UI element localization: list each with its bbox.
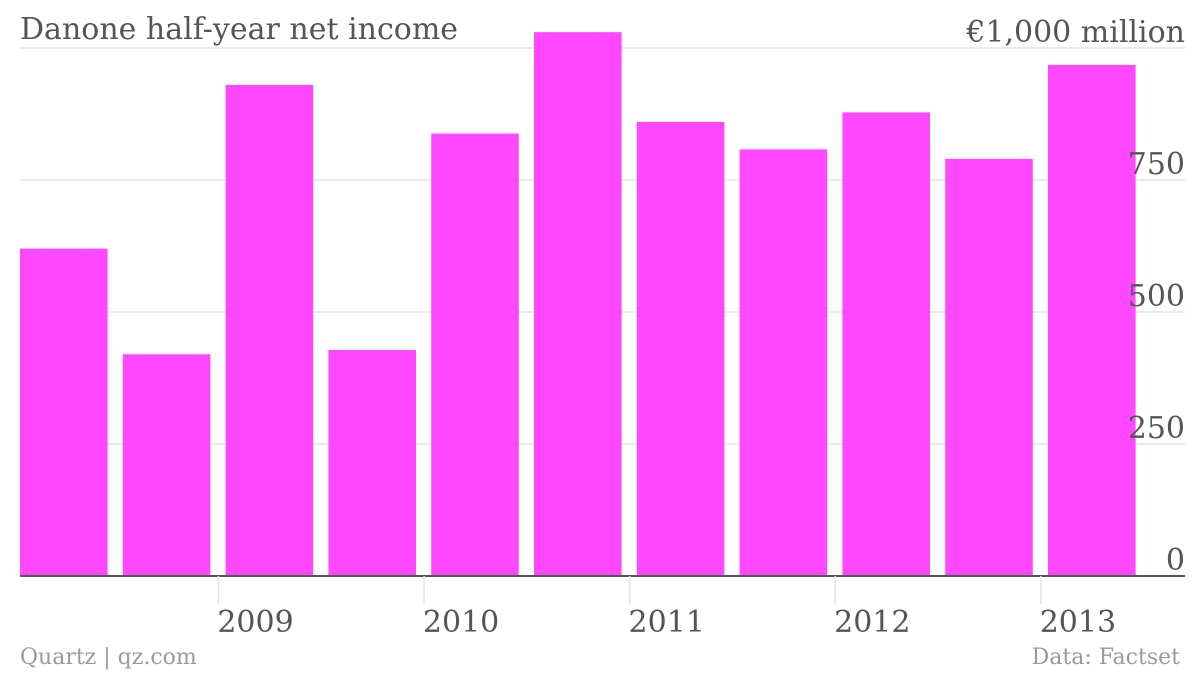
x-tick-label: 2013 — [1040, 605, 1116, 640]
y-tick-label: €1,000 million — [965, 15, 1185, 50]
y-tick-label: 750 — [1128, 147, 1185, 182]
bar — [431, 133, 519, 576]
bar — [1048, 64, 1136, 577]
bar — [122, 354, 211, 576]
bar — [328, 350, 416, 576]
x-tick-label: 2009 — [217, 605, 293, 640]
bar-layer — [20, 32, 1136, 577]
chart-title: Danone half-year net income — [20, 12, 459, 47]
source-label: Quartz | qz.com — [20, 645, 197, 670]
axis-layer — [20, 575, 1185, 604]
label-layer: 0 250 500 750 €1,000 million 2009 2010 2011 2012… — [217, 15, 1185, 640]
x-tick-label: 2011 — [629, 605, 705, 640]
bar — [20, 248, 108, 576]
data-credit: Data: Factset — [1031, 645, 1180, 670]
y-tick-label: 0 — [1166, 543, 1185, 578]
bar — [534, 32, 622, 577]
y-tick-label: 500 — [1128, 279, 1185, 314]
y-tick-label: 250 — [1128, 411, 1185, 446]
bar — [739, 149, 828, 576]
bar — [225, 84, 314, 577]
x-tick-label: 2012 — [834, 605, 910, 640]
bar — [842, 112, 930, 576]
x-tick-label: 2010 — [423, 605, 499, 640]
bar — [945, 158, 1033, 576]
bar — [636, 121, 725, 577]
